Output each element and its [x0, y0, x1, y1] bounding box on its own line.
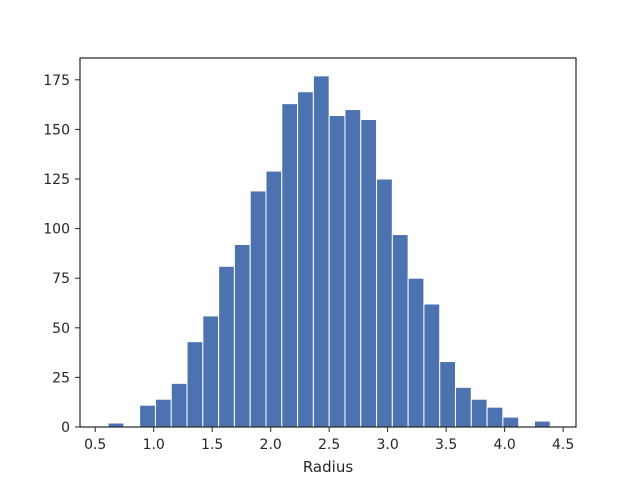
x-tick-label: 0.5 [84, 437, 106, 453]
y-tick-label: 75 [52, 271, 70, 287]
x-tick-label: 4.0 [494, 437, 516, 453]
y-tick-label: 0 [61, 420, 70, 436]
y-axis-ticks: 0 25 50 75 100 125 150 175 [43, 73, 80, 436]
histogram-bar [423, 303, 441, 428]
x-tick-label: 2.0 [260, 437, 282, 453]
histogram-bar [186, 341, 204, 428]
histogram-bar [360, 119, 378, 428]
histogram-bar [281, 103, 299, 428]
x-axis-label: Radius [303, 458, 353, 476]
histogram-bar [218, 265, 235, 428]
histogram-bar [439, 361, 457, 428]
histogram-bar [502, 416, 520, 428]
x-tick-label: 1.5 [201, 437, 223, 453]
histogram-bar [470, 398, 488, 428]
histogram-bar [233, 243, 251, 428]
histogram-bar [344, 109, 362, 428]
histogram-bar [297, 91, 314, 428]
histogram-bar [202, 315, 220, 428]
x-tick-label: 4.5 [552, 437, 574, 453]
x-tick-label: 2.5 [318, 437, 340, 453]
y-tick-label: 25 [52, 370, 70, 386]
histogram-bar [328, 115, 346, 428]
histogram-bar [455, 386, 472, 428]
y-tick-label: 100 [43, 222, 70, 238]
x-tick-label: 3.5 [435, 437, 457, 453]
histogram-bar [139, 404, 156, 428]
y-tick-label: 125 [43, 172, 70, 188]
histogram-bar [265, 170, 283, 428]
histogram-bar [170, 382, 188, 428]
y-tick-label: 50 [52, 321, 70, 337]
x-tick-label: 1.0 [143, 437, 165, 453]
histogram-bar [486, 406, 504, 428]
x-tick-label: 3.0 [377, 437, 399, 453]
y-tick-label: 150 [43, 122, 70, 138]
histogram-bar [154, 398, 172, 428]
histogram-bar [407, 277, 425, 428]
histogram-bar [376, 178, 393, 428]
axes-frame [79, 57, 577, 428]
histogram-bar [533, 420, 551, 428]
histogram-bar [312, 75, 330, 428]
histogram-bar [391, 234, 409, 428]
histogram-bar [249, 190, 267, 428]
y-tick-label: 175 [43, 73, 70, 89]
x-axis-ticks: 0.5 1.0 1.5 2.0 2.5 3.0 3.5 4.0 4.5 [84, 427, 574, 453]
histogram-bars [107, 75, 551, 428]
